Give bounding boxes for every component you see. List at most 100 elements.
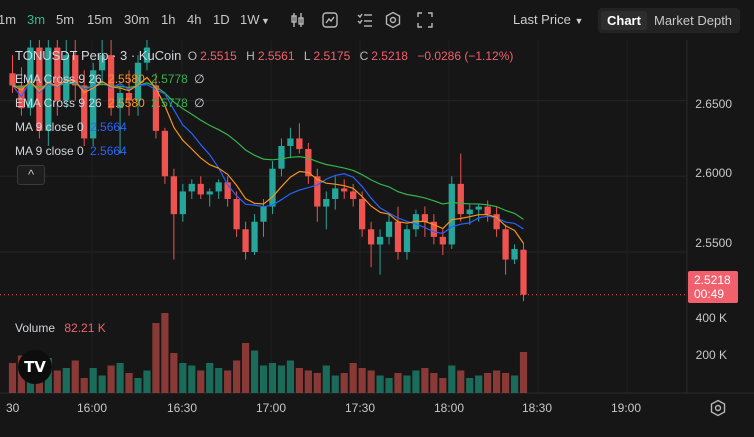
symbol-title: TONUSDT Perp · 3 · KuCoin — [15, 48, 182, 63]
volume-bar — [466, 378, 474, 393]
volume-bar — [510, 375, 519, 393]
volume-bar — [502, 373, 510, 393]
tab-market-depth[interactable]: Market Depth — [654, 13, 733, 28]
collapse-legend-button[interactable]: ^ — [17, 165, 45, 185]
candle-body — [511, 248, 518, 260]
volume-bar — [322, 365, 330, 393]
volume-bar — [143, 370, 151, 393]
candle-body — [143, 47, 151, 63]
indicators-icon[interactable] — [289, 11, 307, 29]
close-label: C — [359, 49, 369, 63]
low-label: L — [303, 49, 311, 63]
candlestick-chart[interactable] — [0, 0, 754, 400]
current-price-value: 2.5218 — [694, 273, 731, 287]
candle-body — [197, 183, 204, 195]
checklist-icon[interactable] — [356, 11, 374, 29]
candle-body — [350, 191, 357, 199]
volume-bar — [394, 373, 402, 393]
volume-bar — [421, 368, 429, 393]
candle-body — [341, 188, 348, 192]
candle-body — [242, 229, 249, 252]
timeframe-dropdown-icon[interactable]: ▼ — [261, 16, 270, 26]
candle-body — [161, 130, 169, 177]
volume-bar — [188, 365, 196, 393]
time-axis-tick: 19:00 — [611, 401, 642, 415]
legend-ma-2[interactable]: MA 9 close 0 2.5664 — [15, 144, 130, 158]
timeframe-1w[interactable]: 1W — [240, 12, 260, 27]
price-axis-tick: 2.6000 — [695, 166, 732, 180]
candle-body — [269, 168, 276, 207]
candle-body — [179, 191, 186, 215]
volume-bar — [116, 363, 124, 393]
volume-bar — [376, 375, 384, 393]
volume-bar — [206, 363, 214, 393]
ema-fast-value: 2.5580 — [108, 72, 145, 86]
bottom-bar — [0, 427, 754, 437]
volume-bar — [313, 373, 321, 393]
ema-slow-value: 2.5778 — [151, 96, 188, 110]
legend-ema-2[interactable]: EMA Cross 9 26 2.5580 2.5778 ∅ — [15, 96, 208, 110]
timeframe-4h[interactable]: 4h — [187, 12, 202, 27]
ema-na-value: ∅ — [194, 96, 205, 110]
price-type-select[interactable]: Last Price ▼ — [513, 12, 583, 27]
time-axis-tick: 18:30 — [522, 401, 553, 415]
time-axis-tick: 18:00 — [434, 401, 465, 415]
price-axis-tick: 2.6500 — [695, 97, 732, 111]
volume-bar — [367, 370, 375, 393]
price-axis-tick: 2.5500 — [695, 236, 732, 250]
volume-bar — [519, 352, 528, 393]
candle-body — [457, 183, 464, 215]
ma-value: 2.5664 — [90, 144, 127, 158]
candle-body — [448, 183, 455, 245]
candle-body — [206, 191, 213, 195]
chart-settings-icon[interactable] — [709, 399, 727, 417]
volume-bar — [98, 375, 106, 393]
timeframe-1d[interactable]: 1D — [213, 12, 230, 27]
current-price-badge: 2.5218 00:49 — [688, 271, 738, 303]
legend-ma-1[interactable]: MA 9 close 0 2.5664 — [15, 120, 130, 134]
ema-label: EMA Cross 9 26 — [15, 72, 102, 86]
time-axis-tick: 17:30 — [345, 401, 376, 415]
tab-chart[interactable]: Chart — [601, 11, 647, 30]
candle-body — [54, 47, 61, 101]
volume-bar — [358, 368, 366, 393]
candle-body — [152, 85, 160, 131]
ema-na-value: ∅ — [194, 72, 205, 86]
settings-gear-icon[interactable] — [384, 11, 402, 29]
timeframe-5m[interactable]: 5m — [56, 12, 75, 27]
ma-label: MA 9 close 0 — [15, 144, 84, 158]
time-axis-tick: 16:30 — [167, 401, 198, 415]
candle-body — [520, 249, 527, 295]
volume-bar — [493, 370, 501, 393]
timeframe-1h[interactable]: 1h — [161, 12, 176, 27]
high-value: 2.5561 — [257, 49, 295, 63]
candle-body — [27, 47, 34, 109]
compare-icon[interactable] — [321, 11, 339, 29]
candle-body — [188, 183, 195, 192]
volume-bar — [304, 370, 312, 393]
volume-bar — [475, 375, 483, 393]
fullscreen-icon[interactable] — [416, 11, 434, 29]
volume-bar — [53, 370, 61, 393]
candle-body — [314, 176, 321, 207]
ema-fast-line — [12, 76, 524, 244]
timeframe-1m[interactable]: 1m — [0, 12, 17, 27]
candle-body — [287, 138, 294, 146]
legend-ema-1[interactable]: EMA Cross 9 26 2.5580 2.5778 ∅ — [15, 72, 208, 86]
volume-bar — [215, 368, 223, 393]
legend-ohlc: TONUSDT Perp · 3 · KuCoin O 2.5515 H 2.556… — [15, 48, 516, 63]
candle-body — [90, 70, 97, 139]
timeframe-3m[interactable]: 3m — [27, 12, 46, 27]
volume-bar — [439, 378, 447, 393]
tradingview-logo[interactable]: TV — [18, 350, 52, 384]
candle-body — [233, 199, 240, 230]
ma-label: MA 9 close 0 — [15, 120, 84, 134]
volume-bar — [134, 378, 142, 393]
timeframe-30m[interactable]: 30m — [124, 12, 150, 27]
timeframe-15m[interactable]: 15m — [87, 12, 113, 27]
candle-body — [403, 229, 411, 252]
time-axis-tick: 17:00 — [256, 401, 287, 415]
candle-body — [475, 206, 482, 210]
candle-body — [63, 55, 70, 101]
open-value: 2.5515 — [200, 49, 237, 63]
